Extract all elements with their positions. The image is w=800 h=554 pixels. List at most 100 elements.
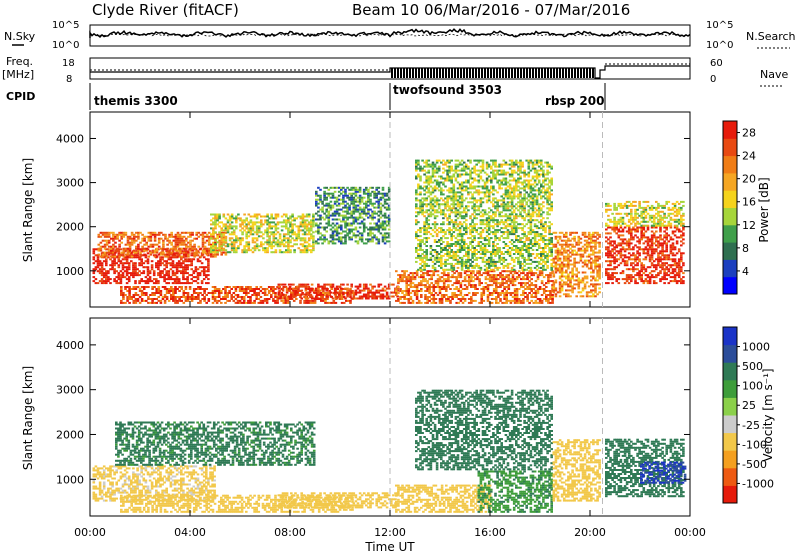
power-echo-cell	[435, 233, 439, 236]
power-echo-cell	[373, 285, 376, 288]
power-echo-cell	[375, 196, 378, 199]
power-echo-cell	[473, 239, 476, 242]
power-echo-cell	[369, 283, 372, 286]
power-echo-cell	[128, 251, 132, 254]
power-echo-cell	[205, 239, 209, 242]
power-echo-cell	[456, 191, 460, 194]
power-echo-cell	[432, 301, 436, 304]
power-echo-cell	[114, 237, 117, 240]
power-echo-cell	[452, 253, 456, 255]
power-echo-cell	[174, 286, 177, 288]
power-echo-cell	[241, 239, 244, 242]
power-echo-cell	[255, 233, 259, 236]
power-echo-cell	[515, 276, 519, 279]
power-echo-cell	[272, 251, 276, 254]
power-echo-cell	[325, 289, 328, 292]
power-echo-cell	[494, 266, 497, 269]
power-echo-cell	[307, 223, 311, 226]
power-echo-cell	[371, 210, 374, 213]
power-echo-cell	[303, 225, 307, 228]
power-echo-cell	[365, 295, 368, 298]
power-echo-cell	[175, 264, 179, 267]
power-echo-cell	[448, 251, 451, 253]
power-echo-cell	[249, 288, 252, 290]
power-echo-cell	[281, 289, 285, 292]
power-echo-cell	[173, 266, 177, 269]
power-echo-cell	[167, 282, 171, 285]
power-echo-cell	[530, 270, 533, 273]
power-echo-cell	[99, 231, 103, 234]
power-echo-cell	[327, 224, 331, 227]
power-echo-cell	[224, 237, 228, 240]
power-echo-cell	[458, 245, 462, 247]
power-echo-cell	[270, 290, 273, 292]
power-echo-cell	[165, 290, 169, 292]
power-echo-cell	[454, 227, 458, 230]
power-echo-cell	[385, 224, 389, 227]
power-echo-cell	[452, 169, 456, 172]
power-echo-cell	[440, 299, 444, 302]
power-echo-cell	[492, 243, 495, 245]
power-echo-cell	[96, 256, 100, 259]
power-echo-cell	[220, 253, 223, 256]
power-echo-cell	[453, 282, 456, 285]
power-echo-cell	[488, 270, 492, 273]
power-echo-cell	[458, 233, 462, 236]
power-echo-cell	[142, 286, 146, 288]
power-echo-cell	[369, 238, 372, 241]
power-echo-cell	[458, 215, 462, 218]
power-echo-cell	[477, 207, 481, 210]
power-echo-cell	[282, 243, 286, 246]
power-echo-cell	[265, 301, 269, 304]
power-echo-cell	[264, 247, 267, 250]
power-echo-cell	[319, 188, 322, 191]
power-echo-cell	[342, 202, 345, 205]
power-echo-cell	[305, 229, 309, 232]
power-echo-cell	[172, 288, 175, 290]
power-echo-cell	[417, 213, 420, 216]
power-echo-cell	[325, 230, 328, 233]
power-echo-cell	[260, 243, 263, 246]
power-echo-cell	[346, 287, 349, 290]
power-echo-cell	[312, 221, 315, 224]
power-echo-cell	[419, 243, 422, 245]
power-echo-cell	[260, 223, 263, 226]
power-echo-cell	[344, 220, 347, 223]
power-echo-cell	[511, 282, 515, 285]
power-echo-cell	[148, 280, 152, 283]
power-echo-cell	[495, 282, 498, 285]
power-echo-cell	[467, 256, 470, 259]
power-echo-cell	[465, 207, 468, 210]
power-echo-cell	[167, 278, 171, 281]
power-echo-cell	[194, 266, 198, 269]
power-echo-cell	[524, 288, 527, 290]
power-echo-cell	[247, 241, 251, 244]
power-echo-cell	[375, 228, 378, 231]
power-echo-cell	[450, 264, 453, 267]
power-echo-cell	[132, 299, 136, 302]
power-echo-cell	[354, 200, 358, 203]
power-echo-cell	[467, 270, 471, 273]
power-echo-cell	[477, 209, 481, 212]
power-echo-cell	[163, 288, 167, 290]
power-echo-cell	[424, 298, 427, 300]
power-echo-cell	[450, 268, 453, 271]
power-echo-cell	[419, 193, 422, 196]
power-echo-cell	[151, 286, 154, 288]
power-echo-cell	[168, 253, 171, 256]
power-echo-cell	[490, 251, 493, 253]
power-echo-cell	[479, 247, 483, 249]
power-echo-cell	[94, 248, 98, 251]
freq-left-tick-top: 18	[62, 58, 75, 69]
power-echo-cell	[203, 296, 206, 298]
power-echo-cell	[228, 215, 232, 218]
power-echo-cell	[528, 284, 531, 287]
power-echo-cell	[437, 169, 441, 172]
power-echo-cell	[245, 241, 248, 244]
power-echo-cell	[435, 223, 439, 226]
power-echo-cell	[442, 274, 446, 277]
power-echo-cell	[192, 298, 196, 300]
power-echo-cell	[448, 243, 451, 245]
power-echo-cell	[454, 169, 458, 172]
power-echo-cell	[128, 292, 131, 294]
